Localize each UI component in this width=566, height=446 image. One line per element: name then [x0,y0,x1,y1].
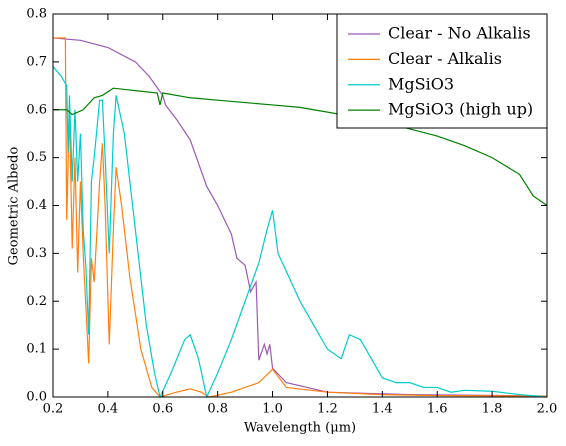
data-line [52,66,548,399]
x-tick-label: 0.6 [152,402,173,417]
y-tick-label: 0.5 [26,150,47,165]
x-tick-label: 1.6 [427,402,448,417]
y-tick-label: 0.7 [26,54,47,69]
data-line [53,87,548,206]
x-tick-label: 2.0 [537,402,558,417]
x-tick-label: 1.8 [482,402,503,417]
x-tick-label: 1.0 [262,402,283,417]
data-line [53,37,548,398]
x-tick-label: 1.2 [317,402,338,417]
x-tick-label: 0.8 [207,402,228,417]
x-tick-label: 0.2 [43,402,64,417]
y-tick-label: 0.6 [26,102,47,117]
y-tick-label: 0.8 [26,7,47,22]
legend-label: MgSiO3 (high up) [388,100,533,119]
plot-frame [52,13,548,398]
legend-label: Clear - Alkalis [388,49,502,68]
y-tick-label: 0.0 [26,390,47,405]
y-axis-label: Geometric Albedo [7,147,22,266]
y-tick-label: 0.2 [26,294,47,309]
y-tick-label: 0.3 [26,246,47,261]
legend-label: MgSiO3 [388,74,454,93]
x-tick-label: 0.4 [98,402,119,417]
x-tick-label: 1.4 [372,402,393,417]
y-tick-label: 0.1 [26,342,47,357]
x-axis-label: Wavelength (μm) [244,421,356,436]
legend-label: Clear - No Alkalis [388,24,531,43]
data-line [52,37,548,397]
y-tick-label: 0.4 [26,198,47,213]
legend-box [336,13,548,129]
